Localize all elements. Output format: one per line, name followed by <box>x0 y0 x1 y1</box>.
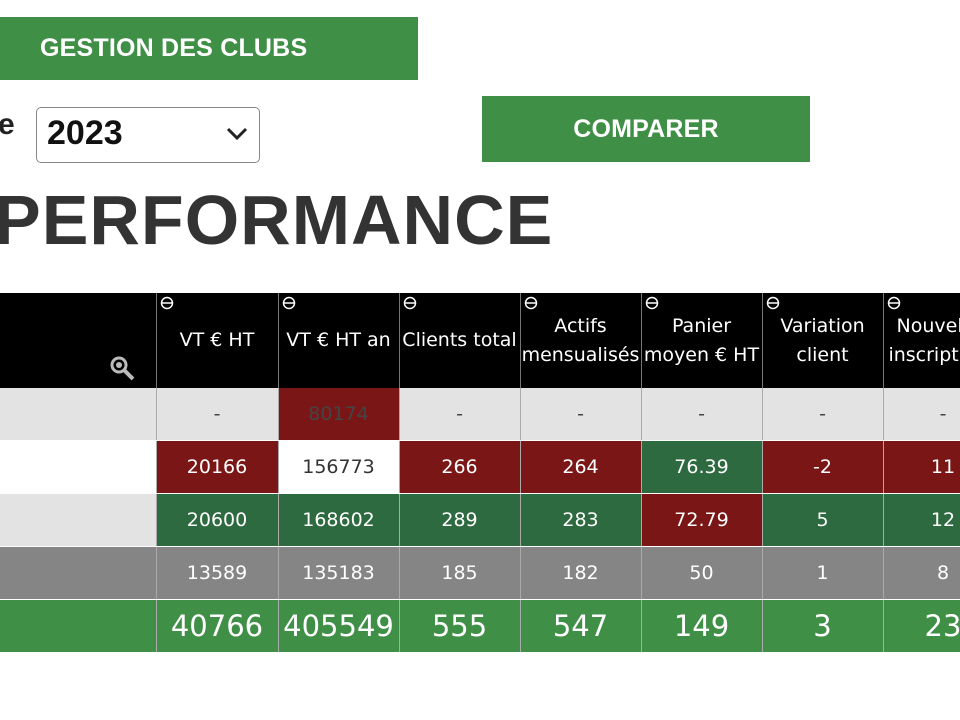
year-prefix-label: e <box>0 108 15 141</box>
column-header-label: VT € HT an <box>286 329 391 351</box>
compare-button[interactable]: COMPARER <box>482 96 810 162</box>
column-header-label: Clients total <box>402 329 517 351</box>
row-name-cell <box>0 599 157 653</box>
sort-icon[interactable] <box>160 296 174 310</box>
table-cell: - <box>156 388 279 441</box>
performance-table: VT € HT VT € HT an Clients total Actifs men… <box>0 293 960 653</box>
year-select-value: 2023 <box>47 114 123 152</box>
column-header-name[interactable] <box>0 293 157 388</box>
row-name-cell <box>0 388 157 441</box>
table-cell: 20166 <box>156 440 279 494</box>
column-header[interactable]: Clients total <box>399 293 521 388</box>
table-cell: 3 <box>762 599 884 653</box>
year-select[interactable]: 2023 <box>36 107 260 163</box>
table-cell: 185 <box>399 546 521 600</box>
table-cell: 11 <box>883 440 960 494</box>
table-row: 20600 168602 289 283 72.79 5 12 <box>0 493 960 547</box>
page-title: PERFORMANCE <box>0 181 554 259</box>
table-cell: 50 <box>641 546 763 600</box>
row-name-cell <box>0 546 157 600</box>
sort-icon[interactable] <box>766 296 780 310</box>
column-header-label: Actifs mensualisés <box>521 314 640 366</box>
table-cell: 72.79 <box>641 493 763 547</box>
table-cell: 283 <box>520 493 642 547</box>
table-cell: 266 <box>399 440 521 494</box>
table-cell: 405549 <box>278 599 400 653</box>
table-cell: 1 <box>762 546 884 600</box>
table-row: 20166 156773 266 264 76.39 -2 11 <box>0 440 960 494</box>
column-header[interactable]: Panier moyen € HT <box>641 293 763 388</box>
table-cell: 289 <box>399 493 521 547</box>
chevron-down-icon <box>226 127 248 141</box>
table-cell: 182 <box>520 546 642 600</box>
column-header[interactable]: Actifs mensualisés <box>520 293 642 388</box>
table-cell: 12 <box>883 493 960 547</box>
table-cell: 168602 <box>278 493 400 547</box>
table-cell: 13589 <box>156 546 279 600</box>
table-cell: 547 <box>520 599 642 653</box>
sort-icon[interactable] <box>524 296 538 310</box>
column-header[interactable]: Nouvelles inscriptions <box>883 293 960 388</box>
table-cell: 149 <box>641 599 763 653</box>
table-cell: - <box>883 388 960 441</box>
table-cell: -2 <box>762 440 884 494</box>
table-cell: 555 <box>399 599 521 653</box>
column-header[interactable]: VT € HT <box>156 293 279 388</box>
column-header-label: Variation client <box>780 314 865 366</box>
table-cell: 264 <box>520 440 642 494</box>
column-header[interactable]: VT € HT an <box>278 293 400 388</box>
table-cell: 40766 <box>156 599 279 653</box>
search-icon[interactable] <box>108 354 136 382</box>
table-row: 13589 135183 185 182 50 1 8 <box>0 546 960 600</box>
total-row: 40766 405549 555 547 149 3 23 <box>0 599 960 653</box>
table-cell: - <box>399 388 521 441</box>
row-name-cell <box>0 440 157 494</box>
sort-icon[interactable] <box>282 296 296 310</box>
table-cell: 156773 <box>278 440 400 494</box>
row-name-cell <box>0 493 157 547</box>
table-cell: 23 <box>883 599 960 653</box>
column-header-label: Nouvelles inscriptions <box>888 314 960 366</box>
sort-icon[interactable] <box>403 296 417 310</box>
table-header-row: VT € HT VT € HT an Clients total Actifs men… <box>0 293 960 388</box>
sort-icon[interactable] <box>645 296 659 310</box>
sort-icon[interactable] <box>887 296 901 310</box>
column-header-label: VT € HT <box>179 329 255 351</box>
gestion-des-clubs-label: GESTION DES CLUBS <box>40 34 308 62</box>
table-cell: 76.39 <box>641 440 763 494</box>
compare-label: COMPARER <box>573 114 719 143</box>
table-cell: 80174 <box>278 388 400 441</box>
table-cell: - <box>641 388 763 441</box>
table-cell: 135183 <box>278 546 400 600</box>
table-cell: 8 <box>883 546 960 600</box>
table-cell: 5 <box>762 493 884 547</box>
table-cell: - <box>762 388 884 441</box>
gestion-des-clubs-button[interactable]: GESTION DES CLUBS <box>0 17 418 80</box>
column-header[interactable]: Variation client <box>762 293 884 388</box>
table-cell: 20600 <box>156 493 279 547</box>
table-cell: - <box>520 388 642 441</box>
table-row: -80174- - - - - <box>0 388 960 441</box>
column-header-label: Panier moyen € HT <box>643 314 760 366</box>
